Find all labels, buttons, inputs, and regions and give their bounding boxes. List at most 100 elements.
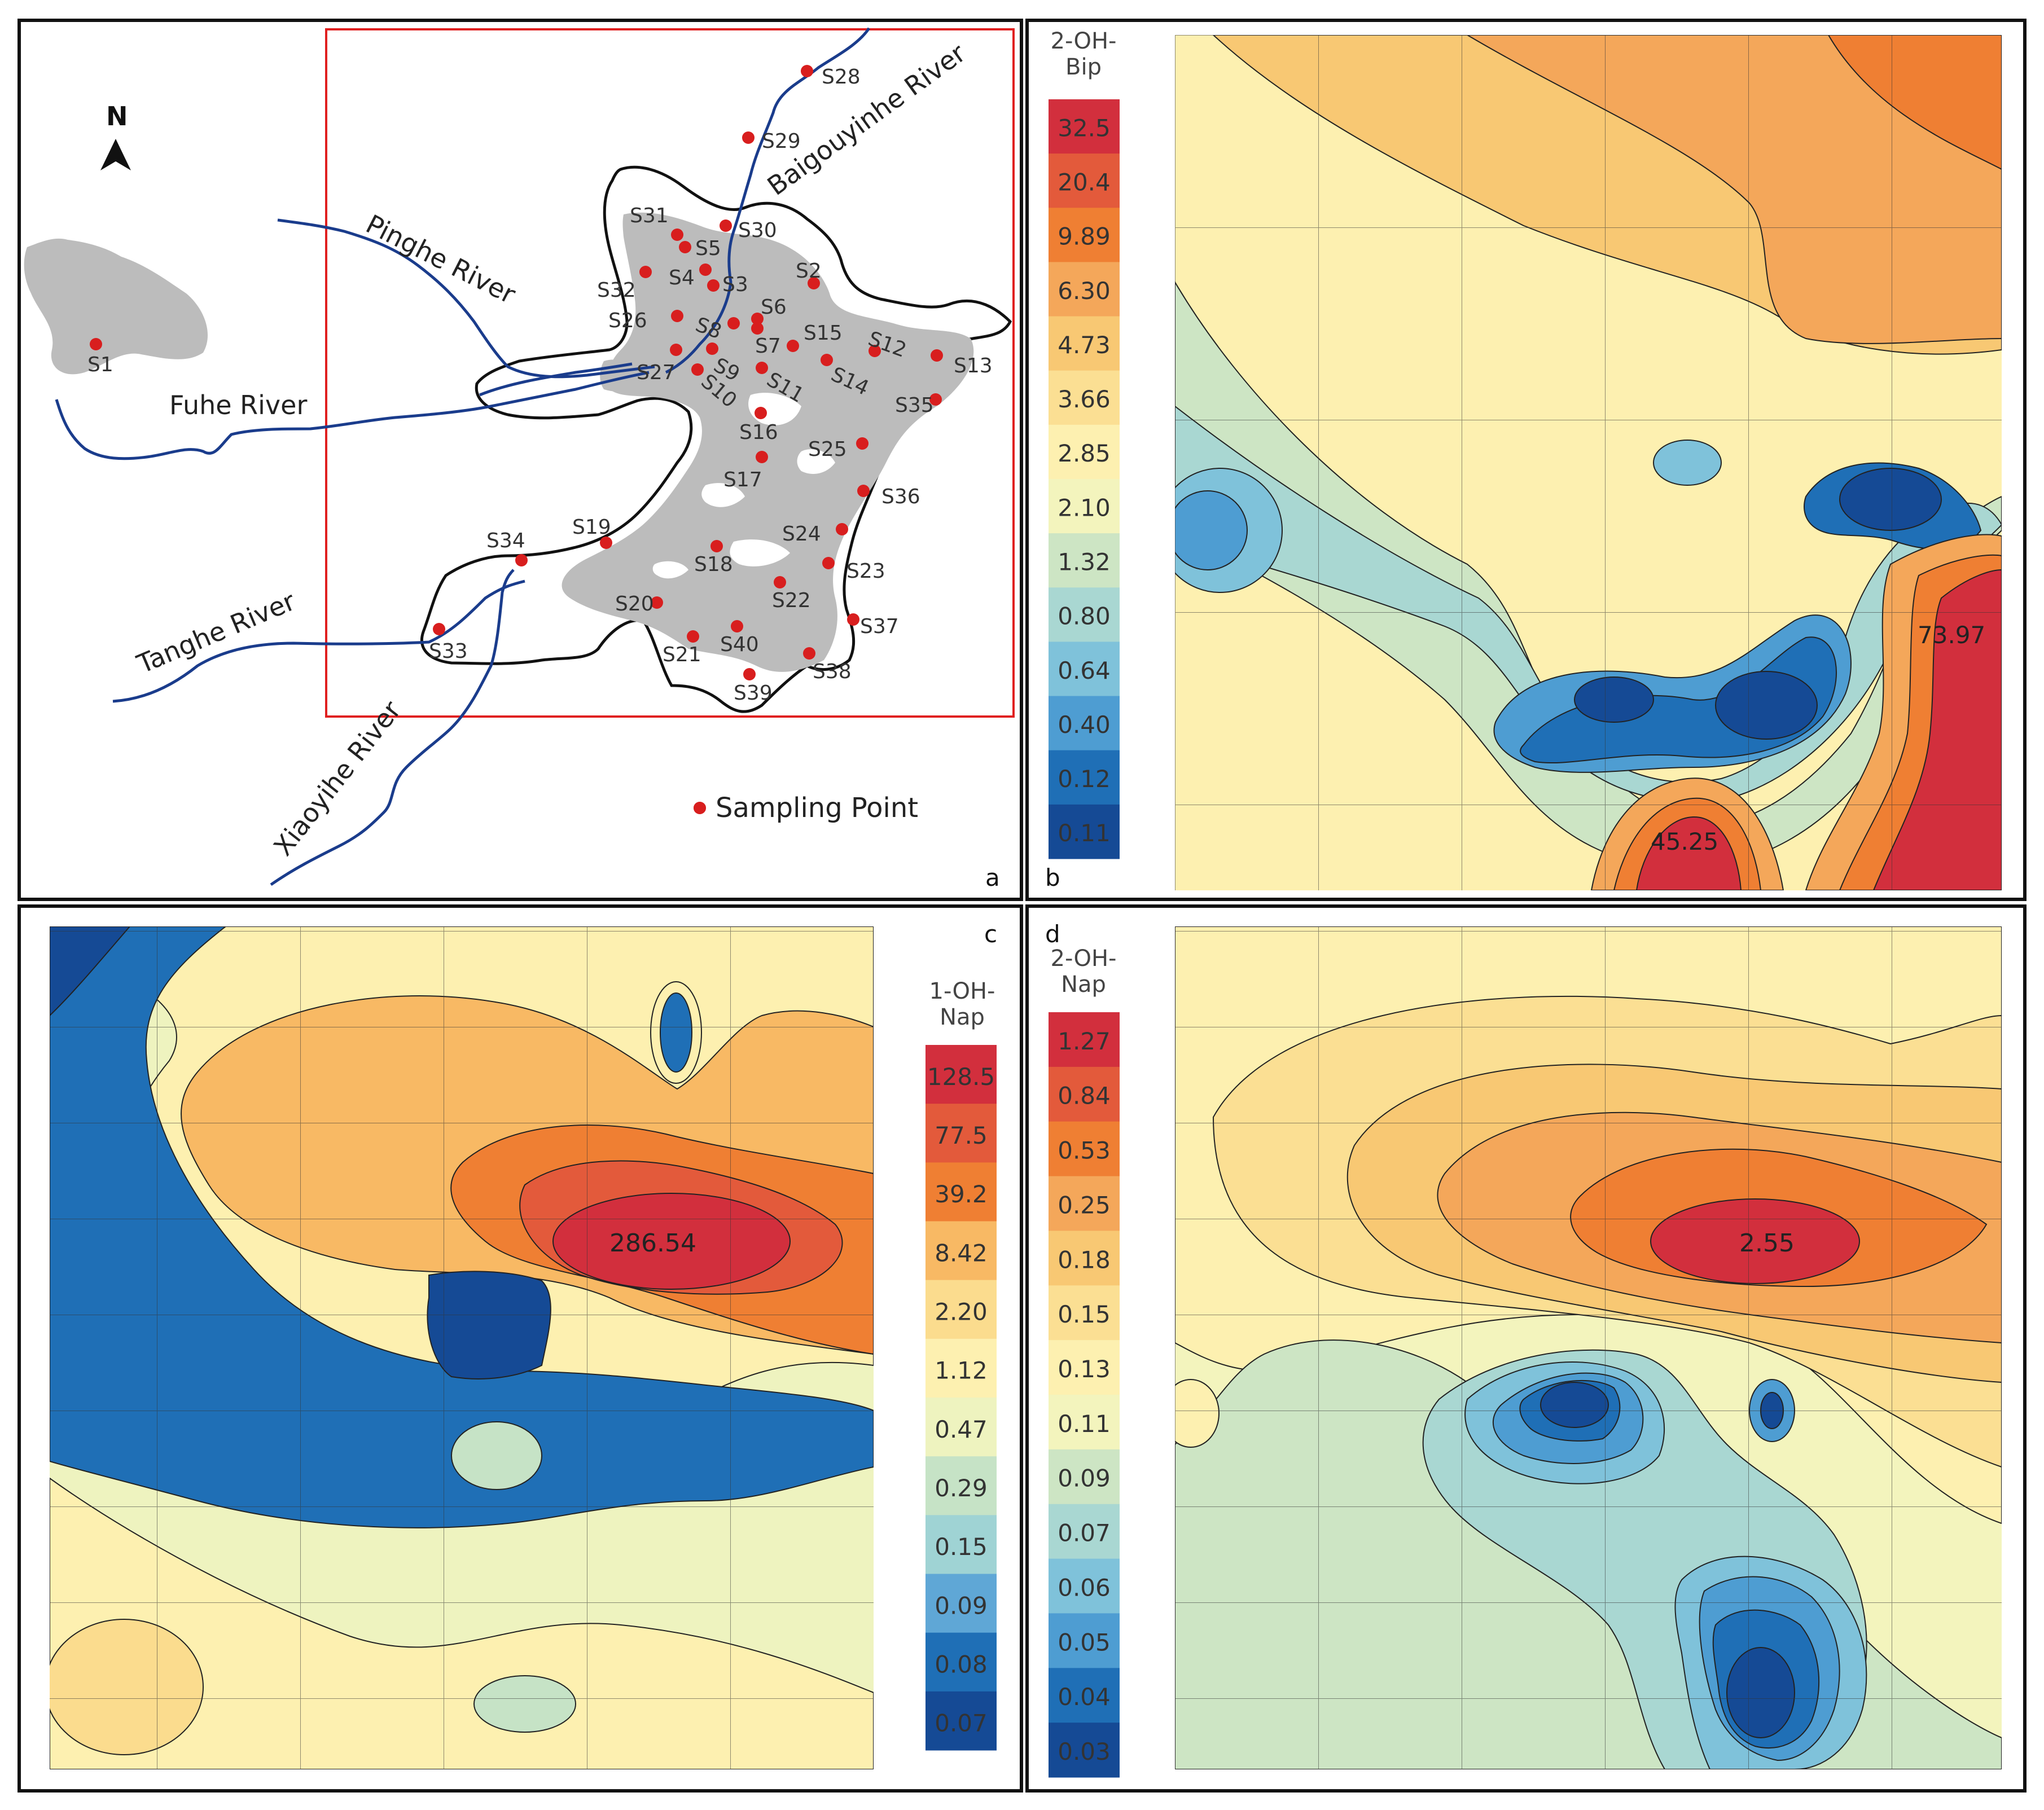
scale-label: 2.20 [935, 1298, 988, 1326]
north-arrow: N [100, 101, 131, 170]
panel-b-letter: b [1045, 864, 1060, 891]
scale-swatch [1049, 1723, 1120, 1778]
scale-swatch [925, 1515, 997, 1574]
legend-title: 2-OH-Bip [1051, 28, 1117, 80]
scale-swatch [1049, 262, 1120, 317]
scale-label: 0.25 [1058, 1191, 1111, 1219]
panel-c-legend: 1-OH-Nap 128.5 77.5 39.2 8.42 2.20 1.12 0.47 0.… [914, 926, 997, 1761]
legend-label: Sampling Point [716, 792, 918, 824]
scale-label: 8.42 [935, 1239, 988, 1267]
site-label: S6 [761, 296, 787, 319]
north-arrow-icon [100, 139, 131, 170]
site-label: S1 [87, 353, 113, 376]
site-label: S24 [782, 522, 821, 546]
site-label: S7 [755, 335, 781, 358]
scale-swatch [1049, 1231, 1120, 1286]
scale-swatch [925, 1338, 997, 1398]
fuhe-river [55, 371, 650, 460]
legend-dot [694, 802, 706, 814]
scale-label: 0.04 [1058, 1683, 1111, 1711]
scale-label: 20.4 [1058, 169, 1111, 196]
scale-label: 0.29 [935, 1474, 988, 1502]
site-label: S20 [615, 592, 654, 616]
panel-a-letter: a [985, 864, 1000, 891]
scale-label: 0.80 [1058, 603, 1111, 630]
scale-label: 1.27 [1058, 1027, 1111, 1055]
scale-label: 0.06 [1058, 1574, 1111, 1601]
panel-b-contour: 2-OH-Bip 32.5 20.4 9.89 6.30 4.73 3.66 2.85 2.1… [1025, 19, 2027, 901]
scale-swatch [925, 1280, 997, 1339]
panel-c-contour: 1-OH-Nap 128.5 77.5 39.2 8.42 2.20 1.12 0.47 0.… [17, 904, 1023, 1793]
scale-label: 2.10 [1058, 494, 1111, 521]
scale-label: 0.08 [935, 1651, 988, 1679]
site-label: S22 [772, 589, 811, 612]
site-label: S28 [822, 65, 861, 89]
peak-label: 286.54 [609, 1229, 696, 1258]
site-label: S17 [723, 468, 762, 491]
scale-swatch [1049, 804, 1120, 859]
scale-swatch [1049, 1176, 1120, 1231]
river-label: Fuhe River [169, 390, 307, 420]
scale-label: 9.89 [1058, 223, 1111, 251]
scale-swatch [1049, 750, 1120, 805]
scale-swatch [925, 1574, 997, 1633]
peak-label: 2.55 [1739, 1229, 1795, 1258]
scale-swatch [925, 1104, 997, 1163]
rivers [55, 27, 871, 886]
scale-swatch [1049, 1285, 1120, 1341]
legend-title: 1-OH-Nap [929, 978, 995, 1030]
scale-label: 0.07 [935, 1710, 988, 1737]
scale-swatch [1049, 208, 1120, 262]
xiaoyihe-river [270, 569, 515, 886]
scale-swatch [1049, 587, 1120, 642]
scale-label: 0.07 [1058, 1519, 1111, 1547]
panel-d-legend: 2-OH-Nap 1.27 0.84 0.53 0.25 0.18 0.15 0.13 0.1… [1049, 946, 1120, 1778]
scale-label: 0.15 [1058, 1301, 1111, 1328]
scale-label: 39.2 [935, 1180, 988, 1208]
panel-d-letter: d [1045, 920, 1060, 948]
scale-label: 0.64 [1058, 657, 1111, 684]
scale-label: 0.03 [1058, 1738, 1111, 1765]
scale-swatch [925, 1691, 997, 1751]
site-label: S27 [637, 361, 676, 384]
scale-label: 0.18 [1058, 1246, 1111, 1273]
site-label: S36 [881, 485, 920, 508]
site-label: S34 [486, 529, 525, 552]
pinghe-river [277, 218, 655, 379]
scale-label: 0.05 [1058, 1628, 1111, 1656]
scale-label: 0.09 [935, 1592, 988, 1619]
tanghe-river [112, 579, 525, 703]
site-labels: S1 S2 S3 S4 S5 S6 S7 S8 S9 S10 S11 S12 S… [87, 65, 993, 705]
scale-label: 0.09 [1058, 1465, 1111, 1492]
scale-swatch [925, 1456, 997, 1515]
scale-label: 0.53 [1058, 1137, 1111, 1165]
site-label: S35 [895, 394, 934, 417]
site-label: S16 [739, 421, 778, 444]
peak-label: 45.25 [1651, 828, 1718, 855]
scale-swatch [925, 1162, 997, 1222]
sampling-points [90, 65, 943, 814]
scale-label: 6.30 [1058, 277, 1111, 305]
scale-label: 0.12 [1058, 765, 1111, 793]
scale-swatch [1049, 533, 1120, 588]
site-label: S33 [429, 640, 468, 663]
scale-swatch [1049, 1558, 1120, 1614]
scale-swatch [1049, 1395, 1120, 1450]
scale-swatch [925, 1632, 997, 1692]
scale-label: 0.15 [935, 1533, 988, 1561]
scale-swatch [1049, 424, 1120, 480]
scale-label: 0.40 [1058, 711, 1111, 739]
scale-label: 0.47 [935, 1416, 988, 1443]
site-label: S26 [608, 309, 647, 332]
legend-title: 2-OH-Nap [1051, 946, 1117, 998]
site-label: S21 [663, 643, 701, 666]
site-label: S15 [804, 322, 843, 345]
north-label: N [106, 101, 128, 131]
scale-swatch [1049, 642, 1120, 697]
scale-label: 1.12 [935, 1357, 988, 1385]
scale-label: 0.84 [1058, 1082, 1111, 1110]
site-label: S29 [762, 130, 801, 153]
site-label: S37 [860, 615, 899, 638]
site-label: S13 [954, 354, 993, 377]
scale-label: 0.13 [1058, 1355, 1111, 1383]
